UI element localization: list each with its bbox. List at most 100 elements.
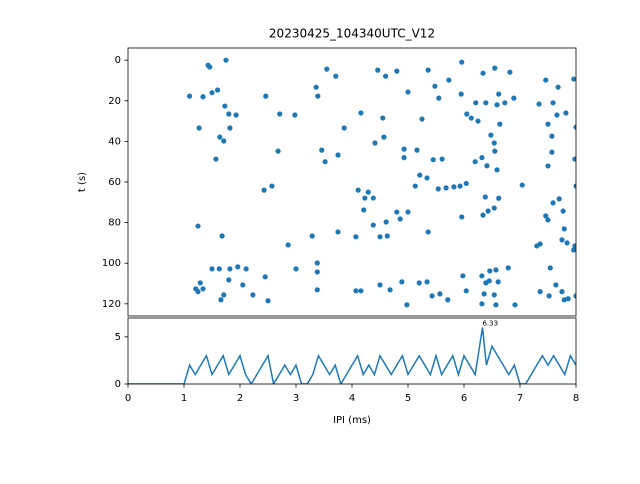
point	[335, 229, 341, 235]
point	[430, 157, 436, 163]
point	[494, 102, 500, 108]
point	[451, 184, 457, 190]
point	[494, 167, 500, 173]
point	[443, 185, 449, 191]
y-tick-label: 120	[102, 299, 121, 310]
annotation: 6.33	[482, 319, 498, 327]
point	[399, 279, 405, 285]
point	[480, 212, 486, 218]
point	[200, 94, 206, 100]
y-tick-label: 0	[115, 379, 121, 390]
point	[573, 293, 576, 299]
point	[565, 296, 571, 302]
point	[384, 233, 390, 239]
point	[545, 163, 551, 169]
point	[550, 100, 556, 106]
point	[324, 66, 330, 72]
point	[572, 243, 576, 249]
point	[394, 209, 400, 215]
point	[534, 243, 540, 249]
point	[215, 87, 221, 93]
point	[262, 274, 268, 280]
point	[571, 247, 576, 253]
point	[314, 260, 320, 266]
y-tick-label: 60	[108, 177, 121, 188]
point	[370, 222, 376, 228]
point	[445, 297, 451, 303]
point	[437, 291, 443, 297]
point	[365, 189, 371, 195]
point	[550, 200, 556, 206]
point	[226, 277, 232, 283]
point	[243, 266, 249, 272]
point	[219, 233, 225, 239]
chart-title: 20230425_104340UTC_V12	[269, 27, 435, 41]
point	[187, 93, 193, 99]
y-tick-label: 40	[108, 136, 121, 147]
point	[483, 100, 489, 106]
point	[401, 155, 407, 161]
point	[543, 213, 549, 219]
point	[473, 100, 479, 106]
point	[314, 287, 320, 293]
point	[333, 73, 339, 79]
x-tick-label: 8	[573, 393, 579, 404]
point	[419, 116, 425, 122]
point	[293, 266, 299, 272]
point	[200, 286, 206, 292]
point	[381, 134, 387, 140]
point	[370, 195, 376, 201]
point	[572, 156, 576, 162]
point	[275, 148, 281, 154]
point	[387, 287, 393, 293]
x-axis-label: IPI (ms)	[333, 415, 371, 426]
point	[285, 242, 291, 248]
point	[559, 237, 565, 243]
point	[492, 65, 498, 71]
point	[493, 267, 499, 273]
point	[468, 115, 474, 121]
point	[425, 229, 431, 235]
point	[195, 289, 201, 295]
point	[505, 265, 511, 271]
point	[429, 293, 435, 299]
x-tick-label: 1	[181, 393, 187, 404]
point	[460, 273, 466, 279]
point	[372, 140, 378, 146]
point	[545, 217, 551, 223]
histogram-line	[128, 327, 576, 384]
point	[459, 214, 465, 220]
point	[561, 226, 567, 232]
point	[491, 140, 497, 146]
x-tick-label: 6	[461, 393, 467, 404]
point	[235, 264, 241, 270]
y-axis-label: t (s)	[77, 172, 88, 192]
point	[401, 146, 407, 152]
point	[240, 282, 246, 288]
point	[479, 155, 485, 161]
point	[412, 183, 418, 189]
point	[383, 219, 389, 225]
point	[313, 84, 319, 90]
point	[563, 110, 569, 116]
x-tick-label: 7	[517, 393, 523, 404]
point	[493, 302, 499, 308]
point	[209, 90, 215, 96]
point	[209, 266, 215, 272]
point	[479, 273, 485, 279]
point	[217, 134, 223, 140]
point	[560, 208, 566, 214]
point	[226, 111, 232, 117]
point	[463, 180, 469, 187]
point	[222, 103, 228, 109]
point	[277, 111, 283, 117]
point	[292, 112, 298, 118]
point	[377, 234, 383, 240]
point	[353, 234, 359, 240]
point	[496, 91, 502, 97]
point	[322, 159, 328, 165]
point	[425, 67, 431, 73]
point	[377, 282, 383, 288]
point	[394, 68, 400, 74]
point	[424, 279, 430, 285]
